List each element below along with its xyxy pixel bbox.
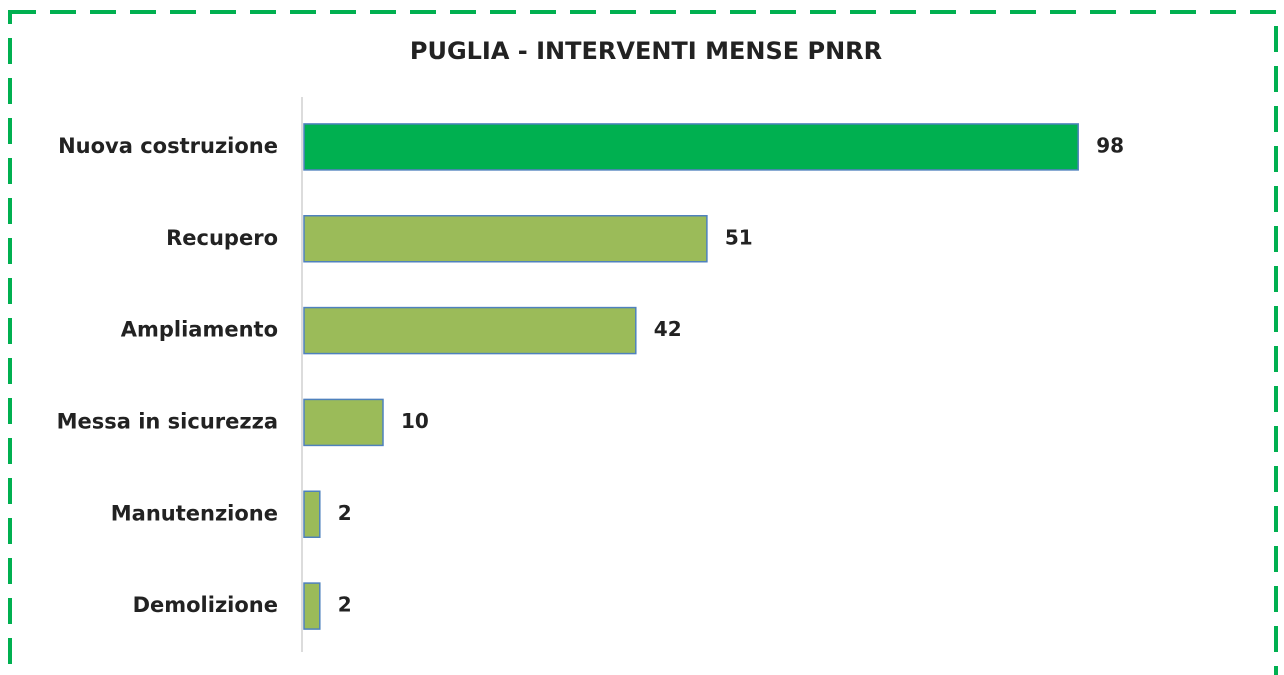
value-label: 2 [338,501,352,525]
category-label: Demolizione [133,593,278,617]
category-label: Nuova costruzione [58,134,278,158]
value-label: 10 [401,409,429,433]
value-label: 42 [654,317,682,341]
value-label: 98 [1096,133,1124,157]
bar [303,123,1079,171]
value-label: 51 [725,225,753,249]
category-label: Ampliamento [121,318,278,342]
bar [303,582,321,630]
bar [303,490,321,538]
bar [303,306,637,355]
bar [303,398,384,447]
dashed-border [8,10,1278,675]
category-label: Recupero [166,226,278,250]
category-label: Manutenzione [111,501,278,525]
bar [303,215,708,263]
category-label: Messa in sicurezza [57,409,278,433]
value-label: 2 [338,593,352,617]
chart-title: PUGLIA - INTERVENTI MENSE PNRR [410,37,882,65]
